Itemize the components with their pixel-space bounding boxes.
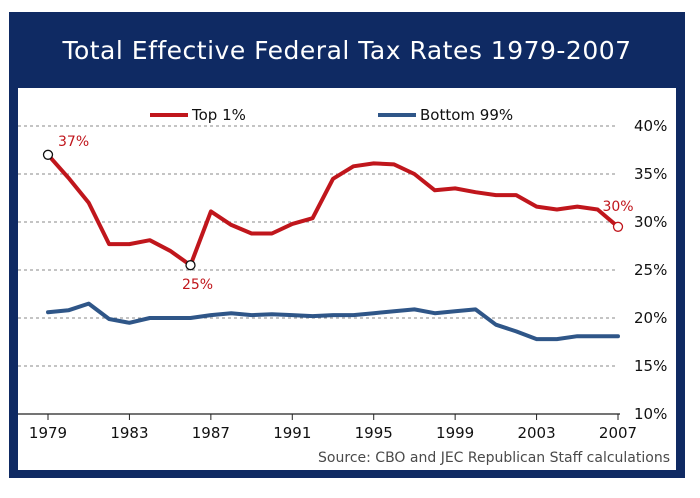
y-tick-label: 30%: [634, 213, 667, 231]
series-line-top-1: [46, 152, 620, 268]
chart-frame: Total Effective Federal Tax Rates 1979-2…: [9, 12, 685, 478]
x-tick-label: 1987: [192, 424, 230, 442]
chart-title: Total Effective Federal Tax Rates 1979-2…: [62, 35, 632, 65]
legend-label: Top 1%: [191, 106, 246, 124]
x-tick-label: 1979: [29, 424, 67, 442]
x-tick-label: 1991: [273, 424, 311, 442]
x-tick-label: 2003: [517, 424, 555, 442]
annotation-marker: [612, 221, 624, 232]
x-tick-label: 1999: [436, 424, 474, 442]
y-tick-label: 40%: [634, 117, 667, 135]
y-tick-label: 20%: [634, 309, 667, 327]
source-note: Source: CBO and JEC Republican Staff cal…: [318, 450, 670, 466]
line-chart: 10%15%20%25%30%35%40%1979 1983 1987 1991 199…: [18, 106, 670, 466]
annotation-label: 37%: [58, 134, 89, 150]
legend-label: Bottom 99%: [420, 106, 513, 124]
annotation-label: 25%: [182, 277, 213, 293]
y-tick-label: 15%: [634, 357, 667, 375]
annotation-label: 30%: [602, 199, 633, 215]
x-tick-label: 2007: [599, 424, 637, 442]
chart-panel: 10% 15% 20% 25% 30% 35% 40% 1979 1983 1987 1991 199…: [18, 88, 676, 470]
series-line-bottom-99: [46, 301, 620, 342]
x-tick-label: 1995: [355, 424, 393, 442]
x-tick-label: 1983: [110, 424, 148, 442]
annotation-marker: [185, 260, 196, 271]
annotation-marker: [42, 149, 54, 160]
y-tick-label: 10%: [634, 405, 667, 423]
y-tick-label: 35%: [634, 165, 667, 183]
y-tick-label: 25%: [634, 261, 667, 279]
